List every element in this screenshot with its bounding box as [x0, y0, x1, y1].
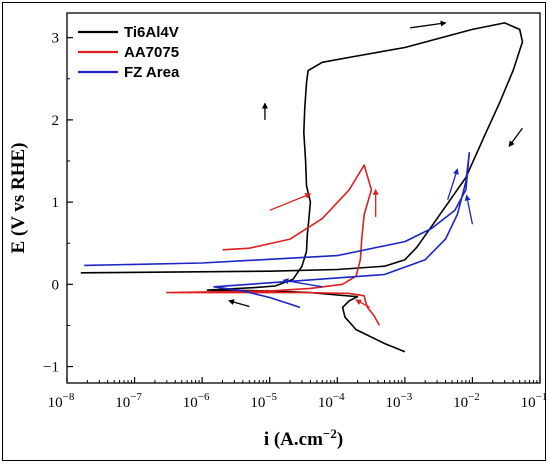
y-axis-title: E (V vs RHE) [8, 142, 29, 253]
direction-arrow [447, 168, 459, 200]
direction-arrow [464, 194, 474, 225]
direction-arrows [228, 20, 523, 308]
series-line-ti6al4v [80, 22, 524, 353]
series-layer [80, 22, 524, 353]
y-axis: −1 0 1 2 3 [43, 31, 73, 376]
legend-label: FZ Area [124, 64, 180, 81]
x-tick-label: 10−6 [183, 391, 210, 411]
plot-area [66, 12, 541, 384]
x-tick-label: 10−1 [521, 391, 548, 411]
legend-label: AA7075 [124, 44, 179, 61]
y-tick-label: 0 [52, 277, 60, 293]
x-tick-label: 10−7 [115, 391, 142, 411]
direction-arrow [228, 299, 250, 308]
x-tick-label: 10−4 [318, 391, 345, 411]
x-axis-title: i (A.cm−2) [264, 426, 343, 450]
x-tick-label: 10−5 [250, 391, 277, 411]
y-tick-label: 1 [52, 195, 60, 211]
x-tick-label: 10−2 [453, 391, 480, 411]
y-tick-label: 2 [52, 113, 60, 129]
direction-arrow [508, 127, 523, 148]
legend: Ti6Al4V AA7075 FZ Area [78, 24, 180, 81]
series-line-aa7075 [166, 164, 381, 326]
x-tick-label: 10−8 [48, 391, 75, 411]
y-tick-label: −1 [43, 360, 59, 376]
direction-arrow [410, 20, 447, 29]
direction-arrow [282, 278, 323, 288]
x-axis: 10−8 10−7 10−6 10−5 10−4 10−3 10−2 10−1 [48, 377, 548, 411]
direction-arrow [355, 299, 370, 308]
y-tick-label: 3 [52, 31, 60, 47]
chart-frame [2, 2, 546, 461]
legend-label: Ti6Al4V [124, 24, 179, 41]
series-line-fz-area [84, 152, 471, 309]
x-tick-label: 10−3 [385, 391, 412, 411]
direction-arrow [269, 192, 312, 211]
